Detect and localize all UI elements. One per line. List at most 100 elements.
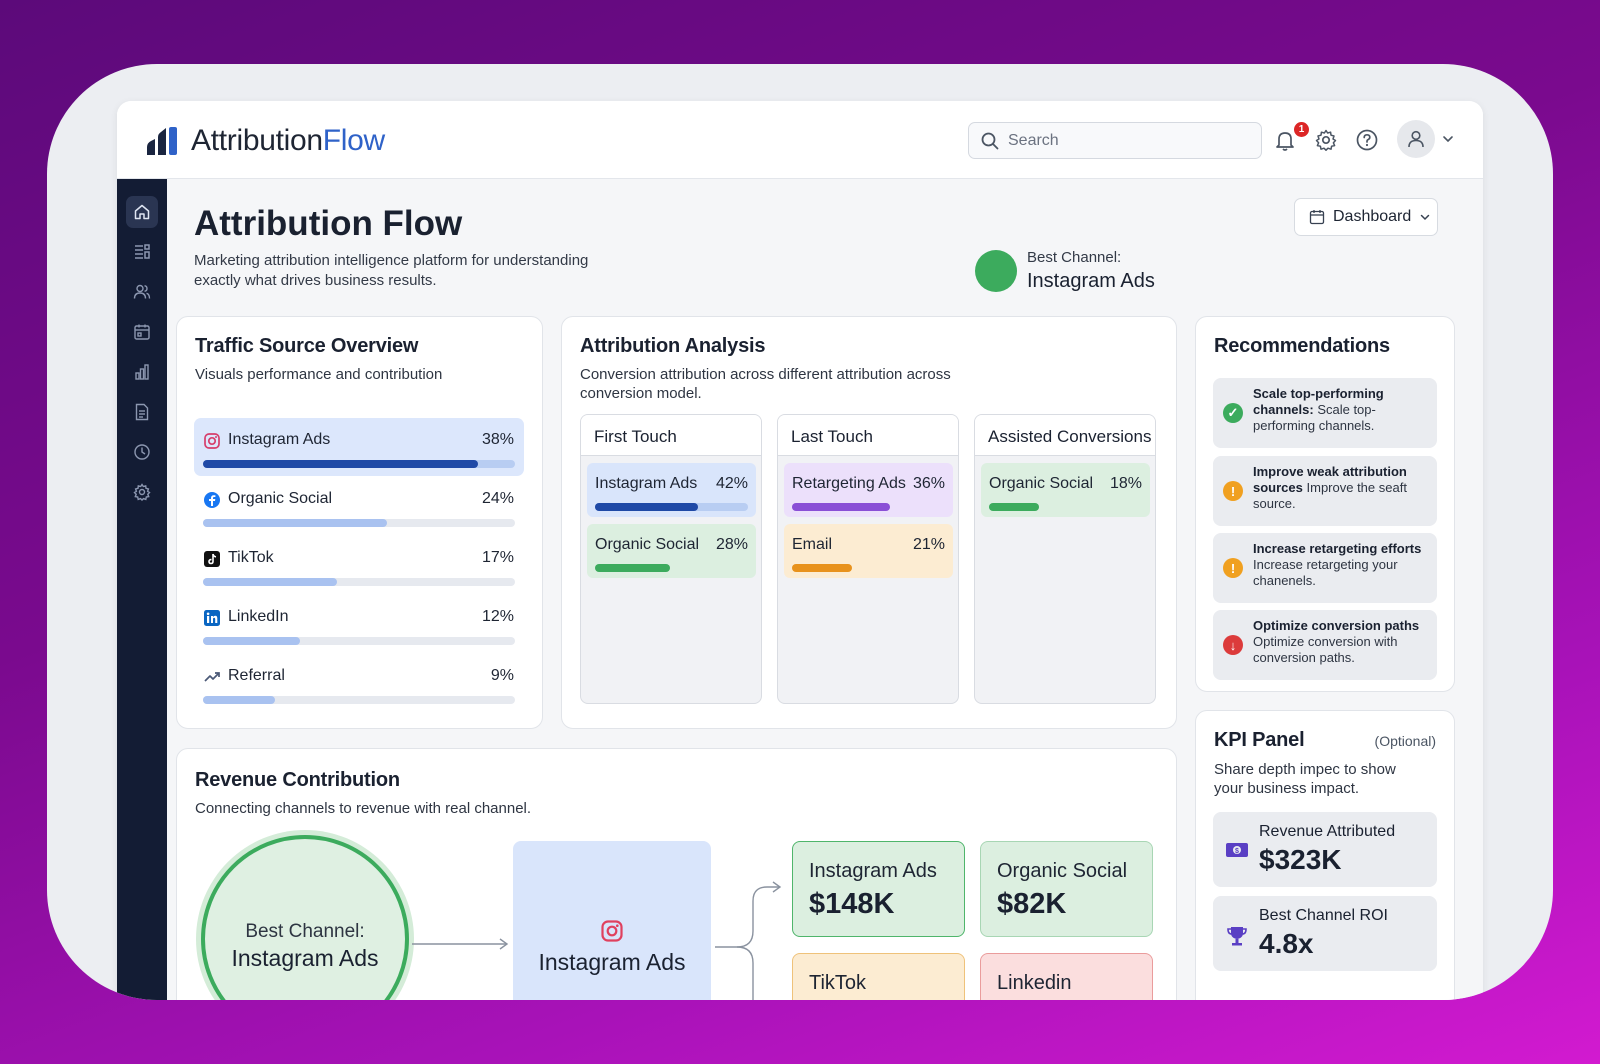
kpi-subtitle: Share depth impec to show your business … — [1214, 761, 1396, 797]
sidebar-item-reports[interactable] — [126, 396, 158, 428]
attribution-channel-name: Email — [792, 536, 833, 553]
recommendation-text: Scale top-performing channels: Scale top… — [1253, 386, 1431, 434]
tiktok-icon — [203, 550, 221, 568]
sidebar-item-home[interactable] — [126, 196, 158, 228]
logo-text-accent: Flow — [322, 124, 385, 157]
search-icon — [981, 132, 999, 149]
recommendation-title: Improve weak attribution sources — [1253, 464, 1407, 495]
attribution-chip[interactable]: Email 21% — [784, 524, 953, 578]
best-channel-label: Best Channel: — [1027, 249, 1122, 266]
recommendation-text: Increase retargeting efforts Increase re… — [1253, 541, 1431, 589]
progress-track — [792, 564, 945, 572]
dashboard-dropdown[interactable]: Dashboard — [1294, 198, 1438, 236]
recommendation-body: Scale top-performing channels. — [1253, 402, 1376, 433]
recommendation-text: Improve weak attribution sources Improve… — [1253, 464, 1431, 512]
money-icon: $ — [1226, 843, 1248, 857]
revenue-channel-name: TikTok — [809, 972, 867, 994]
attribution-column-header: Last Touch — [778, 415, 958, 456]
attribution-column-header: First Touch — [581, 415, 761, 456]
attribution-channel-name: Retargeting Ads — [792, 475, 906, 492]
logo-text: AttributionFlow — [191, 124, 385, 158]
progress-fill — [203, 696, 275, 704]
kpi-label: Revenue Attributed — [1259, 823, 1396, 840]
warning-icon: ! — [1223, 558, 1243, 578]
arrow-down-icon: ↓ — [1223, 635, 1243, 655]
recommendation-body: Increase retargeting your chanenels. — [1253, 557, 1398, 588]
flow-channel-box[interactable]: Instagram Ads — [513, 841, 711, 1000]
status-dot — [975, 250, 1017, 292]
sidebar-item-users[interactable] — [126, 276, 158, 308]
traffic-row[interactable]: Referral 9% — [194, 654, 524, 712]
search-input[interactable]: Search — [968, 122, 1262, 159]
traffic-source-percent: 24% — [481, 490, 514, 507]
traffic-row[interactable]: Organic Social 24% — [194, 477, 524, 535]
sidebar-item-analytics[interactable] — [126, 356, 158, 388]
traffic-row[interactable]: TikTok 17% — [194, 536, 524, 594]
recommendation-body: Optimize conversion with conversion path… — [1253, 634, 1398, 665]
traffic-row[interactable]: LinkedIn 12% — [194, 595, 524, 653]
kpi-optional-label: (Optional) — [1374, 733, 1436, 749]
instagram-icon — [601, 920, 623, 942]
device-frame: AttributionFlow Search 1 — [47, 64, 1553, 1000]
attribution-chip[interactable]: Organic Social 28% — [587, 524, 756, 578]
help-icon[interactable] — [1355, 128, 1379, 152]
best-channel-circle: Best Channel: Instagram Ads — [201, 835, 409, 1000]
traffic-source-percent: 17% — [481, 549, 514, 566]
attribution-chip[interactable]: Retargeting Ads 36% — [784, 463, 953, 517]
progress-fill — [989, 503, 1040, 511]
attribution-channel-percent: 21% — [912, 536, 945, 553]
revenue-channel-card[interactable]: Instagram Ads $148K — [792, 841, 965, 937]
traffic-row[interactable]: Instagram Ads 38% — [194, 418, 524, 476]
revenue-channel-card[interactable]: TikTok — [792, 953, 965, 1000]
attribution-channel-name: Instagram Ads — [595, 475, 698, 492]
bell-icon[interactable] — [1273, 128, 1297, 152]
revenue-subtitle: Connecting channels to revenue with real… — [195, 800, 532, 817]
attribution-title: Attribution Analysis — [580, 335, 766, 357]
progress-track — [203, 696, 515, 704]
trophy-icon — [1227, 927, 1247, 946]
bar-chart-icon — [135, 364, 149, 380]
progress-track — [203, 637, 515, 645]
attribution-column: Assisted Conversions Organic Social 18% — [974, 414, 1156, 704]
traffic-source-percent: 12% — [481, 608, 514, 625]
traffic-source-name: Organic Social — [228, 490, 333, 507]
sidebar-item-history[interactable] — [126, 436, 158, 468]
attribution-column: Last Touch Retargeting Ads 36% Email 21% — [777, 414, 959, 704]
logo[interactable]: AttributionFlow — [145, 124, 385, 158]
recommendation-item[interactable]: ✓ Scale top-performing channels: Scale to… — [1213, 378, 1437, 448]
chevron-down-icon[interactable] — [1441, 132, 1455, 146]
recommendation-item[interactable]: ! Increase retargeting efforts Increase r… — [1213, 533, 1437, 603]
top-bar: AttributionFlow Search 1 — [117, 101, 1483, 179]
dashboard-label: Dashboard — [1333, 208, 1412, 225]
avatar[interactable] — [1397, 120, 1435, 158]
recommendation-item[interactable]: ↓ Optimize conversion paths Optimize conv… — [1213, 610, 1437, 680]
linkedin-icon — [203, 609, 221, 627]
revenue-channel-card[interactable]: Organic Social $82K — [980, 841, 1153, 937]
progress-track — [203, 519, 515, 527]
calendar-icon — [134, 324, 150, 340]
revenue-channel-name: Linkedin — [997, 972, 1072, 994]
sidebar-item-list[interactable] — [126, 236, 158, 268]
attribution-channel-percent: 28% — [715, 536, 748, 553]
facebook-icon — [203, 491, 221, 509]
gear-icon[interactable] — [1314, 128, 1338, 152]
sidebar — [117, 179, 167, 1000]
progress-fill — [203, 637, 300, 645]
home-icon — [134, 204, 150, 220]
attribution-chip[interactable]: Organic Social 18% — [981, 463, 1150, 517]
revenue-channel-value: $148K — [809, 888, 895, 920]
progress-fill — [792, 564, 852, 572]
sidebar-item-settings[interactable] — [126, 476, 158, 508]
attribution-chip[interactable]: Instagram Ads 42% — [587, 463, 756, 517]
recommendation-item[interactable]: ! Improve weak attribution sources Improv… — [1213, 456, 1437, 526]
kpi-revenue-attributed: $ Revenue Attributed $323K — [1213, 812, 1437, 887]
recommendation-title: Increase retargeting efforts — [1253, 541, 1422, 556]
revenue-channel-card[interactable]: Linkedin — [980, 953, 1153, 1000]
best-channel-circle-label: Best Channel: — [245, 921, 365, 942]
attribution-subtitle: Conversion attribution across different … — [580, 366, 951, 402]
progress-track — [989, 503, 1142, 511]
attribution-channel-percent: 36% — [912, 475, 945, 492]
page-subtitle: Marketing attribution intelligence platf… — [194, 252, 589, 289]
sidebar-item-calendar[interactable] — [126, 316, 158, 348]
progress-fill — [203, 460, 478, 468]
